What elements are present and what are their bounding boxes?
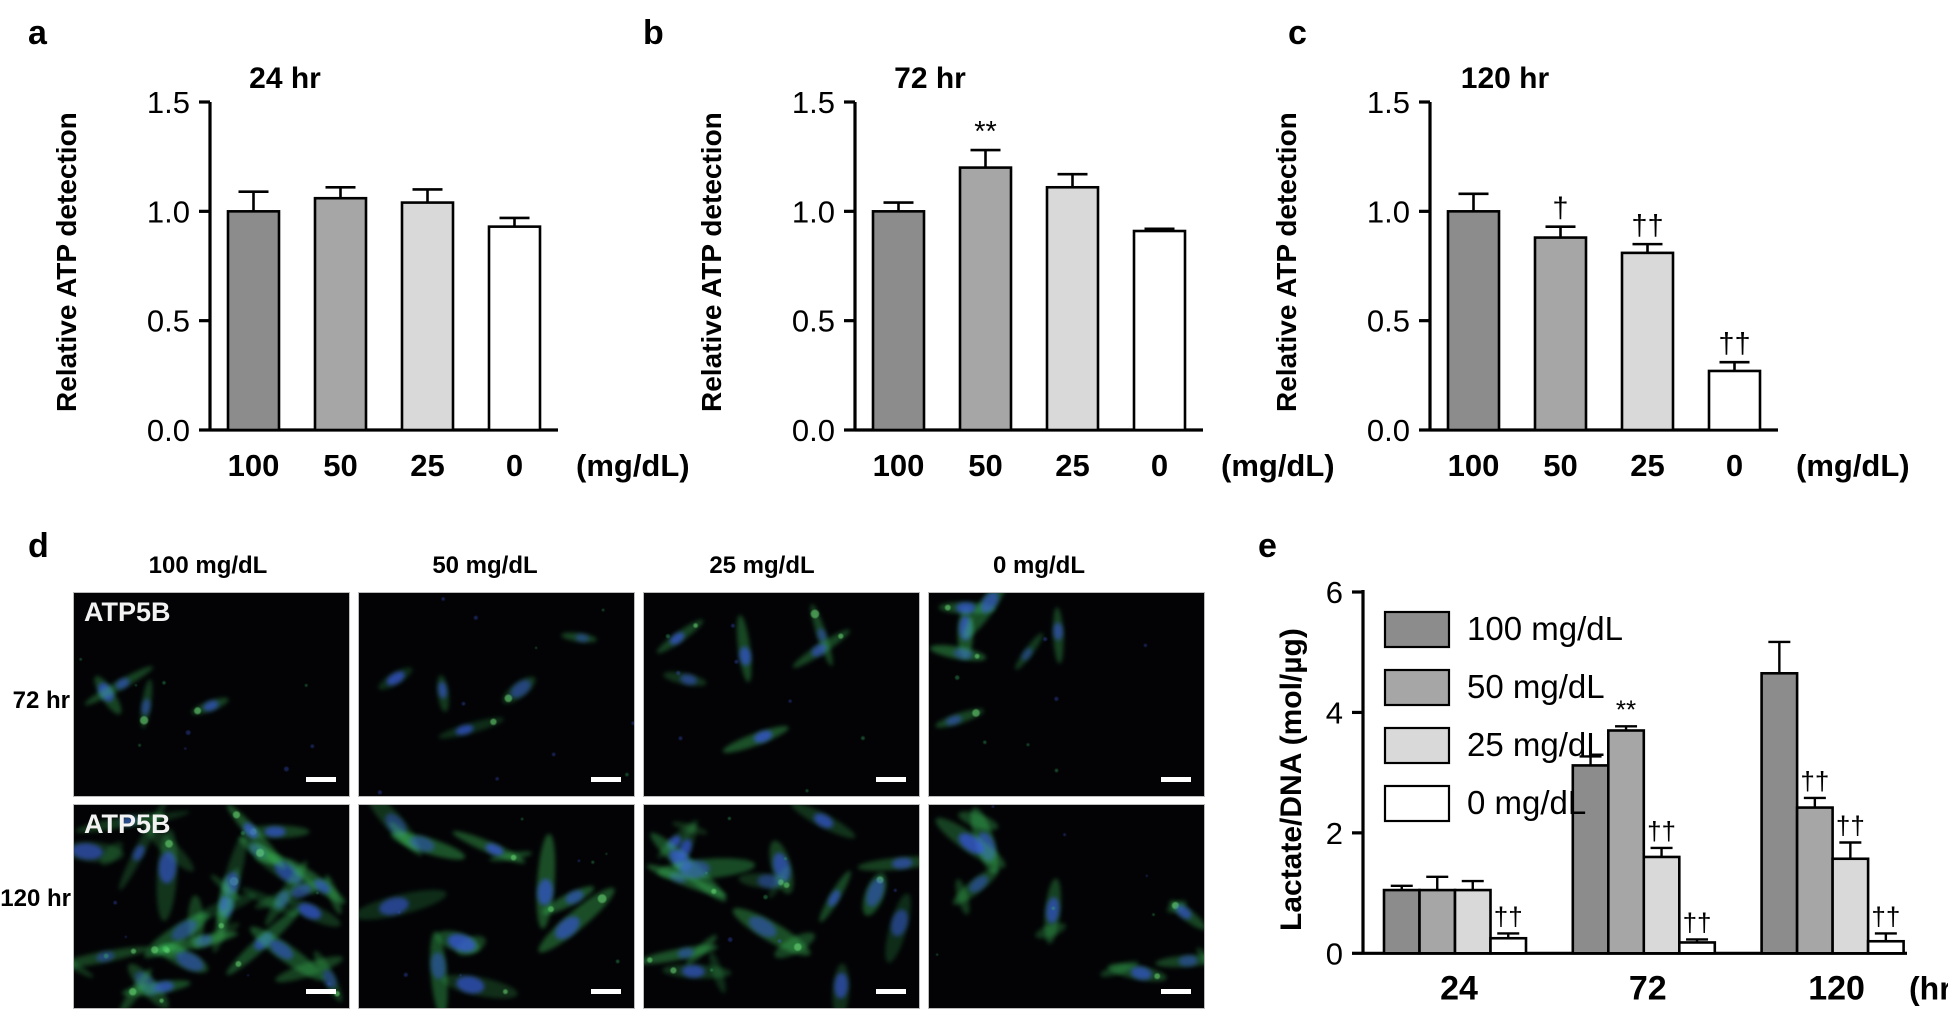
svg-text:50 mg/dL: 50 mg/dL bbox=[1467, 668, 1605, 705]
svg-text:4: 4 bbox=[1326, 695, 1343, 730]
svg-text:††: †† bbox=[1494, 901, 1523, 931]
svg-text:**: ** bbox=[1616, 694, 1636, 724]
svg-text:2: 2 bbox=[1326, 816, 1343, 851]
svg-text:††: †† bbox=[1800, 766, 1829, 796]
svg-text:††: †† bbox=[1683, 907, 1712, 937]
svg-text:(hr): (hr) bbox=[1909, 970, 1948, 1006]
svg-text:0: 0 bbox=[1326, 936, 1343, 971]
svg-text:72: 72 bbox=[1629, 969, 1667, 1007]
svg-text:††: †† bbox=[1836, 811, 1865, 841]
svg-text:0 mg/dL: 0 mg/dL bbox=[1467, 784, 1586, 821]
svg-text:100 mg/dL: 100 mg/dL bbox=[1467, 610, 1623, 647]
svg-text:120: 120 bbox=[1808, 969, 1865, 1007]
svg-text:25 mg/dL: 25 mg/dL bbox=[1467, 726, 1605, 763]
svg-text:24: 24 bbox=[1440, 969, 1478, 1007]
svg-text:††: †† bbox=[1871, 901, 1900, 931]
svg-text:††: †† bbox=[1647, 816, 1676, 846]
svg-text:6: 6 bbox=[1326, 575, 1343, 610]
